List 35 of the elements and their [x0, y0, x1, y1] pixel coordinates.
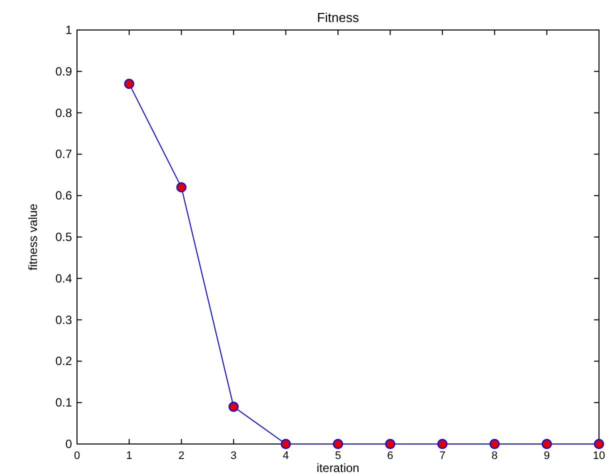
y-tick-label: 0.9 [55, 64, 72, 78]
point [332, 438, 344, 450]
point [228, 402, 239, 412]
point [542, 438, 552, 450]
point [124, 78, 134, 89]
x-tick-label: 9 [544, 450, 550, 462]
y-tick-label: 1 [65, 23, 72, 37]
y-tick-label: 0 [65, 437, 72, 451]
point [176, 182, 186, 192]
y-tick-label: 0.7 [55, 147, 72, 162]
chart-title: Fitness [317, 10, 360, 25]
y-tick-label: 0.3 [55, 312, 72, 327]
point [280, 438, 291, 450]
point [437, 438, 448, 450]
x-tick-label: 3 [230, 450, 237, 462]
x-tick-label: 2 [178, 450, 184, 462]
y-tick-label: 0.4 [55, 271, 72, 286]
x-tick-label: 7 [439, 450, 446, 462]
point [490, 438, 500, 450]
x-tick-label: 5 [334, 450, 342, 462]
x-tick-label: 8 [492, 450, 498, 462]
y-tick-label: 0.8 [55, 106, 72, 120]
y-tick-label: 0.2 [55, 354, 72, 368]
x-tick-label: 6 [387, 450, 394, 462]
point [594, 438, 604, 450]
x-axis-title: iteration [316, 461, 360, 474]
x-tick-label: 10 [592, 450, 606, 462]
y-tick-label: 0.5 [55, 230, 72, 244]
x-tick-label: 1 [126, 450, 132, 462]
x-tick-label: 4 [282, 450, 289, 462]
point [385, 438, 396, 450]
y-tick-label: 0.1 [55, 396, 72, 410]
y-axis-title: fitness value [26, 203, 40, 270]
x-tick-label: 0 [74, 450, 80, 462]
y-tick-label: 0.6 [55, 188, 72, 203]
